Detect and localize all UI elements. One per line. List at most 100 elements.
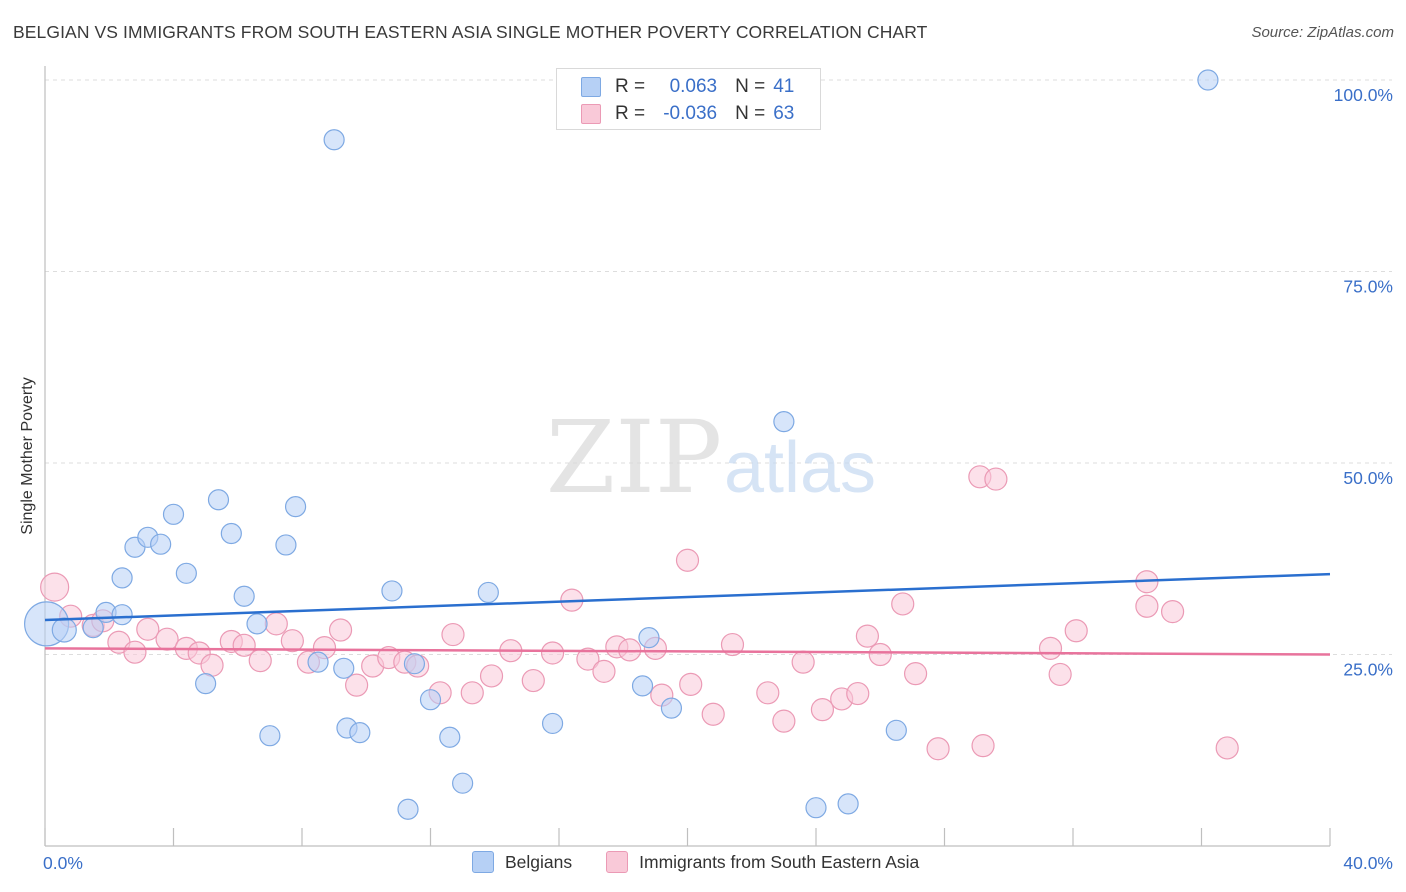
immigrant-point <box>264 612 288 636</box>
belgian-trend-line <box>44 572 1331 622</box>
legend-label-belgians: Belgians <box>505 851 573 872</box>
legend-item-belgians[interactable]: Belgians <box>472 851 572 873</box>
belgian-point <box>381 580 403 602</box>
immigrant-point <box>1064 619 1088 643</box>
belgian-point <box>397 798 419 820</box>
belgian-point <box>419 689 442 711</box>
immigrant-point <box>791 650 815 674</box>
belgian-point <box>631 675 654 697</box>
immigrant-point <box>345 673 369 697</box>
immigrant-point <box>232 633 256 657</box>
immigrant-point <box>441 622 465 647</box>
belgian-point <box>220 522 242 545</box>
watermark-atlas: atlas <box>724 428 876 508</box>
belgian-point <box>885 719 907 741</box>
series-legend: Belgians Immigrants from South Eastern A… <box>472 851 953 873</box>
immigrant-point <box>460 681 484 705</box>
immigrant-point <box>479 664 504 688</box>
belgian-point <box>541 712 564 735</box>
legend-swatch-blue <box>472 851 494 873</box>
belgian-point <box>162 503 185 525</box>
legend-row-immigrants: R = -0.036 N = 63 <box>581 103 794 125</box>
immigrant-trend-line <box>44 647 1331 656</box>
legend-n-label: N = <box>735 76 766 97</box>
legend-n-value: 41 <box>773 76 795 97</box>
x-tick-label: 40.0% <box>1343 853 1393 873</box>
y-tick-label: 100.0% <box>1334 85 1393 105</box>
legend-label-immigrants: Immigrants from South Eastern Asia <box>639 851 920 872</box>
immigrant-point <box>40 572 70 602</box>
belgian-point <box>233 585 255 607</box>
grid-lines <box>45 79 1392 655</box>
immigrant-point <box>810 698 835 722</box>
belgian-point <box>82 617 104 639</box>
immigrant-point <box>675 548 700 572</box>
belgian-point <box>1197 69 1219 91</box>
belgian-point <box>323 129 345 151</box>
legend-swatch-pink <box>581 104 601 124</box>
immigrant-point <box>903 662 928 686</box>
immigrant-point <box>1038 636 1063 660</box>
stats-legend: R = 0.063 N = 41 R = -0.036 N = 63 <box>556 68 821 130</box>
belgian-point <box>403 653 426 675</box>
immigrant-point <box>772 709 796 733</box>
immigrant-point <box>576 647 600 671</box>
immigrant-point <box>971 734 995 758</box>
immigrant-point <box>720 632 745 657</box>
belgian-point <box>638 627 660 649</box>
immigrant-point <box>679 672 703 696</box>
immigrant-point <box>868 642 892 667</box>
immigrant-point <box>155 627 179 651</box>
belgian-point <box>246 613 268 635</box>
immigrant-point <box>248 649 272 673</box>
immigrant-point <box>1135 594 1159 618</box>
belgian-point <box>275 534 297 556</box>
belgian-point <box>195 673 217 695</box>
legend-row-belgians: R = 0.063 N = 41 <box>581 76 794 98</box>
legend-swatch-pink <box>606 851 629 873</box>
immigrant-point <box>891 592 915 616</box>
immigrant-point <box>123 640 147 664</box>
immigrant-point <box>1160 600 1185 624</box>
legend-r-value: -0.036 <box>663 103 718 124</box>
belgian-point <box>111 604 133 626</box>
belgian-point <box>773 411 795 433</box>
belgian-point <box>452 772 474 794</box>
y-axis-label: Single Mother Poverty <box>19 377 36 535</box>
trend-lines <box>44 572 1331 656</box>
immigrant-point <box>328 618 353 642</box>
belgian-point <box>207 489 230 511</box>
watermark: ZIP atlas <box>546 399 876 516</box>
immigrant-point <box>521 668 545 693</box>
source-credit: Source: ZipAtlas.com <box>1251 24 1394 41</box>
belgian-point <box>175 562 197 584</box>
belgian-point <box>660 697 683 719</box>
belgian-point <box>284 496 307 518</box>
legend-r-label: R = <box>615 76 646 97</box>
immigrant-point <box>1215 736 1239 760</box>
belgian-point <box>477 581 499 604</box>
belgian-point <box>307 651 329 673</box>
immigrant-point <box>756 681 780 705</box>
immigrant-point <box>701 702 725 726</box>
belgian-point <box>259 725 281 747</box>
belgian-point <box>805 797 827 819</box>
immigrant-point <box>984 467 1008 491</box>
immigrant-point <box>926 737 950 761</box>
belgian-point <box>51 617 77 643</box>
axes <box>44 66 1331 847</box>
immigrant-point <box>592 659 616 683</box>
belgian-point <box>111 567 133 589</box>
x-tick-label: 0.0% <box>43 853 83 873</box>
tick-labels: 25.0% 50.0% 75.0% 100.0% 0.0% 40.0% <box>43 85 1393 873</box>
immigrant-point <box>136 617 160 641</box>
belgian-point <box>439 726 461 748</box>
belgian-point <box>349 722 371 744</box>
legend-item-immigrants[interactable]: Immigrants from South Eastern Asia <box>606 851 919 873</box>
y-tick-label: 50.0% <box>1343 468 1393 488</box>
legend-n-value: 63 <box>773 103 795 124</box>
y-tick-label: 25.0% <box>1343 660 1393 680</box>
chart-title: BELGIAN VS IMMIGRANTS FROM SOUTH EASTERN… <box>13 22 928 42</box>
immigrant-point <box>846 681 870 706</box>
